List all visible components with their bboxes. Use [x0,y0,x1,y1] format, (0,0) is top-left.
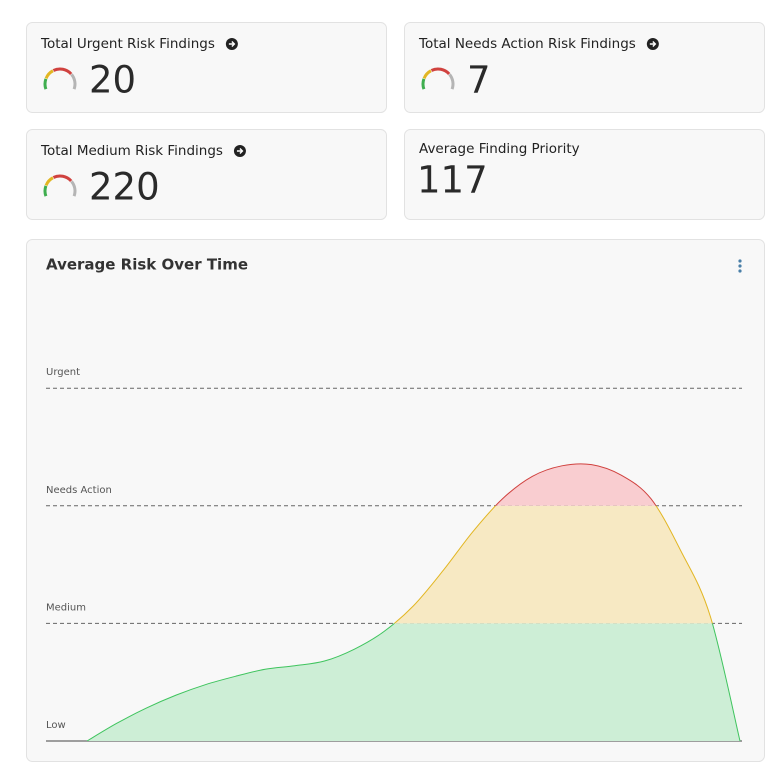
y-tick-label: Low [46,720,66,731]
area-line [494,463,657,506]
card [404,22,765,113]
area-fill [394,505,713,624]
card-value: 7 [467,59,491,102]
card-title: Total Urgent Risk Findings [40,36,215,52]
card-value: 220 [89,166,160,209]
card [26,22,387,113]
y-tick-label: Needs Action [46,485,112,496]
chart-title: Average Risk Over Time [46,256,248,274]
card [404,129,765,220]
link-icon[interactable] [225,38,238,50]
card-title: Average Finding Priority [419,141,580,157]
card-title: Total Needs Action Risk Findings [418,36,636,52]
area-line [86,623,741,742]
y-tick-label: Medium [46,602,86,613]
menu-button[interactable] [738,259,742,273]
gauge-icon [43,174,77,197]
card-value: 117 [417,159,488,202]
y-tick-label: Urgent [46,367,80,378]
area-line [393,505,713,624]
link-icon[interactable] [233,145,246,157]
card [26,129,387,220]
card-value: 20 [89,59,136,102]
area-fill [87,623,740,741]
area-fill [495,463,657,506]
gauge-icon [43,67,77,90]
link-icon[interactable] [646,38,659,50]
card-title: Total Medium Risk Findings [40,143,223,159]
gauge-icon [421,67,455,90]
